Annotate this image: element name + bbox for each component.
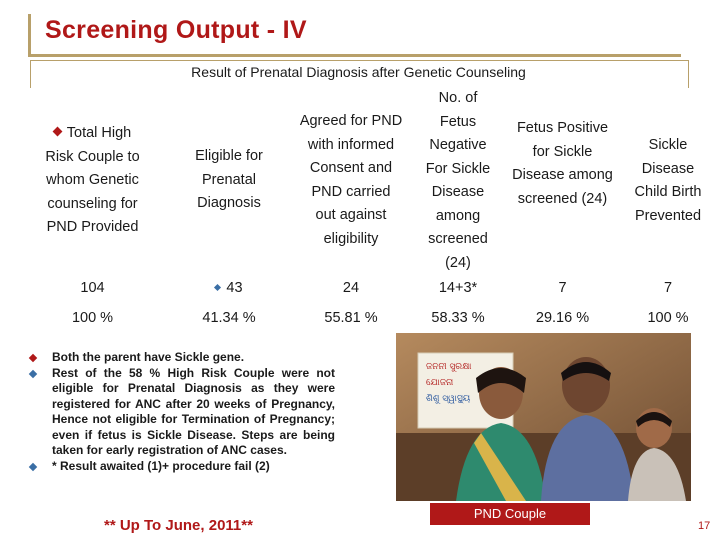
header-line: Total High [30,122,155,146]
header-text: Prenatal [201,171,256,188]
header-eligible-pnd: Eligible for Prenatal Diagnosis [163,145,295,216]
man-shirt [541,415,634,501]
count-cell: 104 [80,280,105,296]
header-fetus-positive: Fetus Positive for Sickle Disease among … [500,117,625,211]
count-text: 43 [226,280,243,296]
header-text: for Sickle [532,143,593,160]
note-marker [28,366,52,459]
header-text: out against [315,207,387,223]
percent-cell: 29.16 % [535,310,590,326]
header-birth-prevented: Sickle Disease Child Birth Prevented [622,134,714,228]
couple-photo-illustration: ଜନନୀ ସୁରକ୍ଷା ଯୋଜନା ଶିଶୁ ସ୍ୱାସ୍ଥ୍ୟ [396,333,691,501]
child-dress [628,448,686,501]
count-cell-eligible: 43 [163,277,295,301]
footer-date-note: ** Up To June, 2011** [104,517,253,534]
title-rule [28,14,681,57]
header-text: Negative [429,137,487,153]
header-text: Agreed for PND [299,113,403,129]
header-text: Disease among [512,167,613,183]
count-cell: 24 [342,280,360,296]
man-hair [561,362,611,381]
note-item: Both the parent have Sickle gene. [28,350,335,366]
header-text: Risk Couple to [45,148,140,165]
note-text: * Result awaited (1)+ procedure fail (2) [52,458,270,473]
photo-caption: PND Couple [430,503,590,525]
percent-cell: 55.81 % [324,310,378,326]
percent-cell: 58.33 % [431,310,485,326]
header-text: For Sickle [425,160,491,177]
diamond-bullet-icon [28,369,38,378]
percent-cell: 100 % [647,310,689,326]
header-text: Prevented [634,207,702,224]
header-text: PND Provided [46,219,139,235]
note-text: Rest of the 58 % High Risk Couple were n… [52,365,335,458]
header-text: PND carried [311,183,391,200]
note-item: * Result awaited (1)+ procedure fail (2) [28,458,335,475]
notes-list: Both the parent have Sickle gene. Rest o… [28,350,335,475]
child-hair [636,412,672,427]
note-text: Both the parent have Sickle gene. [52,350,245,364]
note-marker [28,459,52,475]
count-cell: 7 [663,280,673,296]
header-text: Sickle [648,137,688,153]
slide-title: Screening Output - IV [45,16,307,44]
poster-line: ଶିଶୁ ସ୍ୱାସ୍ଥ୍ୟ [426,393,471,404]
poster-line: ଜନନୀ ସୁରକ୍ଷା [426,362,471,372]
header-text: screened (24) [517,190,608,207]
header-text: Fetus [439,113,477,130]
woman-saree-border [474,433,526,501]
header-text: counseling for [47,195,138,212]
header-text: Diagnosis [197,195,261,211]
header-agreed-pnd: Agreed for PND with informed Consent and… [285,110,417,251]
header-text: Consent and [309,160,393,176]
header-text: Disease [431,184,485,200]
diamond-bullet-icon [52,126,63,137]
percent-cell: 100 % [71,310,114,326]
count-cell: 7 [558,280,567,296]
header-fetus-negative: No. of Fetus Negative For Sickle Disease… [412,87,504,275]
header-total-risk-couple: Total High Risk Couple to whom Genetic c… [30,122,155,240]
note-item: Rest of the 58 % High Risk Couple were n… [28,365,335,459]
percent-cell: 41.34 % [202,310,256,326]
header-text: Total High [66,125,132,141]
header-text: screened [428,231,488,247]
count-cell: 14+3* [438,280,478,296]
pnd-couple-photo: ଜନନୀ ସୁରକ୍ଷା ଯୋଜନା ଶିଶୁ ସ୍ୱାସ୍ଥ୍ୟ [396,333,691,501]
marker-icon [214,283,222,292]
header-text: Disease [641,160,695,177]
table-caption: Result of Prenatal Diagnosis after Genet… [191,64,526,80]
header-text: Eligible for [195,148,263,164]
header-text: among [435,207,481,224]
header-text: eligibility [323,230,379,247]
note-marker [28,350,52,366]
header-text: (24) [445,254,471,271]
header-text: Fetus Positive [516,120,609,136]
page-number: 17 [698,520,711,532]
poster-line: ଯୋଜନା [426,378,453,388]
header-text: No. of [438,90,478,106]
diamond-bullet-icon [28,353,38,363]
header-text: with informed [307,136,395,153]
diamond-bullet-icon [28,462,38,471]
table-caption-box [30,60,689,88]
header-text: whom Genetic [46,172,139,188]
header-text: Child Birth [634,184,702,200]
woman-hair [476,368,526,393]
